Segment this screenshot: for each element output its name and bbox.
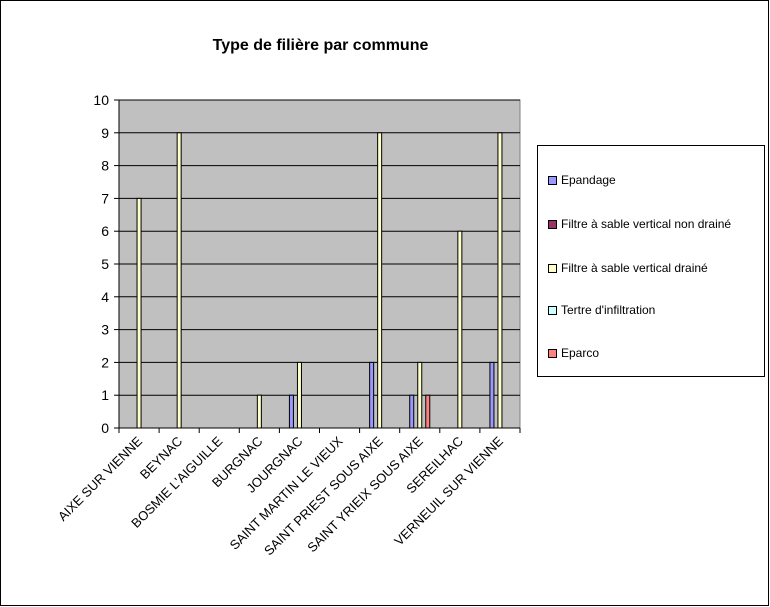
- legend-item: Filtre à sable vertical drainé: [548, 261, 708, 275]
- legend-swatch: [548, 305, 557, 315]
- legend-swatch: [548, 348, 557, 358]
- legend-item: Epandage: [548, 173, 616, 187]
- y-tick-label: 4: [101, 289, 109, 305]
- bar: [425, 394, 431, 429]
- bar: [457, 230, 463, 429]
- bar: [296, 361, 302, 429]
- bar: [288, 394, 294, 429]
- y-tick-label: 0: [101, 420, 109, 436]
- bar: [176, 132, 182, 429]
- legend-label: Eparco: [561, 346, 600, 360]
- legend-label: Epandage: [561, 173, 616, 187]
- y-tick-label: 2: [101, 354, 109, 370]
- y-tick-label: 7: [101, 190, 109, 206]
- bar: [256, 394, 262, 429]
- bar: [409, 394, 415, 429]
- legend-swatch: [548, 219, 557, 229]
- legend-item: Tertre d'infiltration: [548, 303, 655, 317]
- bar: [489, 361, 495, 429]
- bar: [377, 132, 383, 429]
- legend-label: Filtre à sable vertical non drainé: [561, 217, 732, 231]
- y-tick-label: 9: [101, 125, 109, 141]
- x-tick-label: AIXE SUR VIENNE: [55, 433, 146, 524]
- legend-item: Eparco: [548, 346, 599, 360]
- bar: [369, 361, 375, 429]
- y-tick-label: 6: [101, 223, 109, 239]
- y-tick-label: 5: [101, 256, 109, 272]
- bar: [136, 197, 142, 429]
- legend: Epandage Filtre à sable vertical non drai…: [537, 145, 765, 377]
- bar: [497, 132, 503, 429]
- y-tick-label: 8: [101, 158, 109, 174]
- legend-label: Tertre d'infiltration: [561, 303, 656, 317]
- legend-swatch: [548, 175, 557, 185]
- y-tick-label: 1: [101, 387, 109, 403]
- legend-label: Filtre à sable vertical drainé: [561, 261, 708, 275]
- y-tick-label: 3: [101, 322, 109, 338]
- legend-swatch: [548, 263, 557, 273]
- y-tick-label: 10: [93, 92, 109, 108]
- chart-title: Type de filière par commune: [212, 37, 429, 54]
- legend-item: Filtre à sable vertical non drainé: [548, 217, 731, 231]
- bar: [417, 361, 423, 429]
